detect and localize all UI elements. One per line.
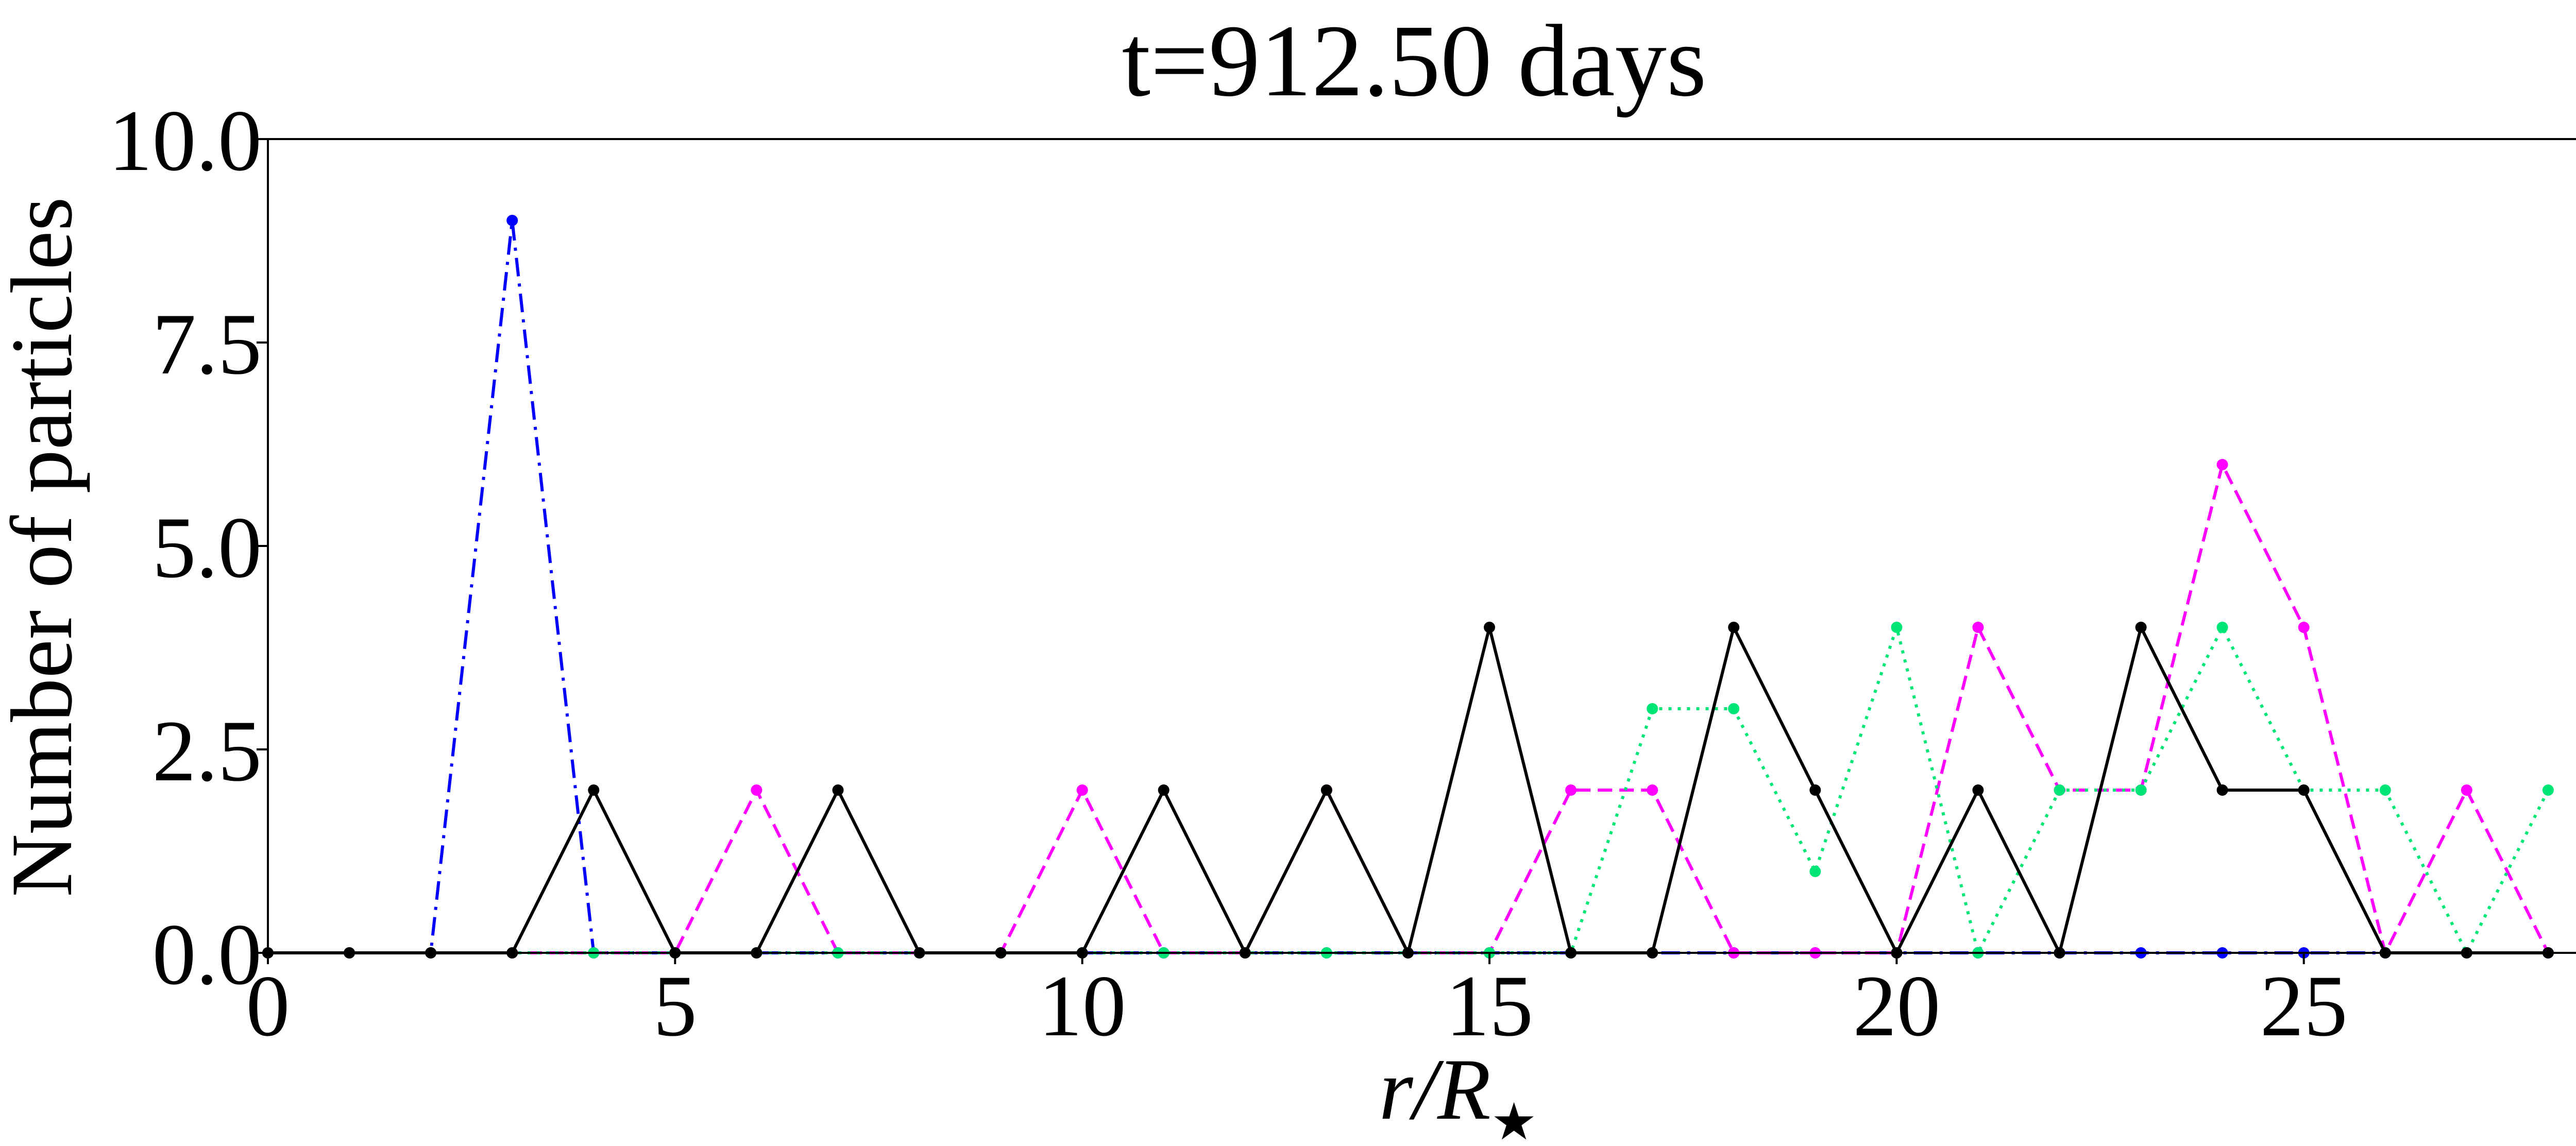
data-point-3-24 — [2216, 784, 2228, 796]
data-point-2-23 — [2135, 784, 2147, 796]
y-tick-label: 0.0 — [152, 906, 262, 1003]
data-point-2-24 — [2216, 622, 2228, 633]
x-tick-label: 20 — [1853, 957, 1940, 1054]
x-tick-label: 5 — [653, 957, 697, 1054]
y-axis-label: Number of particles — [0, 197, 90, 897]
data-point-2-22 — [2054, 784, 2065, 796]
y-tick-label: 5.0 — [152, 499, 262, 596]
plot-area — [262, 215, 2554, 959]
data-point-1-21 — [1972, 622, 1984, 633]
data-point-1-24 — [2216, 459, 2228, 470]
x-axis-label-subscript: ★ — [1491, 1093, 1537, 1146]
data-point-1-16 — [1565, 784, 1577, 796]
series-line-1 — [268, 463, 2550, 954]
x-tick-label: 10 — [1039, 957, 1126, 1054]
data-point-1-6 — [751, 784, 762, 796]
data-point-1-27 — [2461, 784, 2472, 796]
chart-title: t=912.50 days — [1122, 4, 1707, 118]
series-line-0 — [268, 219, 2548, 954]
x-tick-label: 15 — [1446, 957, 1533, 1054]
data-point-3-4 — [588, 784, 600, 796]
data-point-3-11 — [1158, 784, 1170, 796]
data-point-3-7 — [832, 784, 844, 796]
data-point-3-25 — [2298, 784, 2310, 796]
data-point-3-18 — [1728, 622, 1740, 633]
data-point-3-13 — [1320, 784, 1332, 796]
data-point-2-26 — [2379, 784, 2391, 796]
data-point-1-10 — [1076, 784, 1088, 796]
data-point-3-19 — [1809, 784, 1821, 796]
data-point-2-20 — [1891, 622, 1903, 633]
data-point-2-19 — [1809, 866, 1821, 877]
data-point-3-23 — [2135, 622, 2147, 633]
series-line-2 — [268, 626, 2550, 954]
y-axis: 0.0 2.5 5.0 7.5 10.0 — [109, 92, 268, 1003]
series-line-3 — [268, 626, 2548, 954]
data-point-2-17 — [1647, 703, 1658, 714]
data-point-3-15 — [1484, 622, 1495, 633]
x-axis: 0 5 10 15 20 25 — [246, 953, 2348, 1054]
data-point-1-17 — [1647, 784, 1658, 796]
y-tick-label: 7.5 — [152, 296, 262, 392]
x-axis-label-main: r/R — [1379, 1041, 1491, 1138]
data-point-1-25 — [2298, 622, 2310, 633]
data-point-2-18 — [1728, 703, 1740, 714]
x-axis-label: r/R★ — [1379, 1041, 1537, 1146]
x-tick-label: 25 — [2260, 957, 2348, 1054]
data-point-2-28 — [2542, 784, 2554, 796]
y-tick-label: 2.5 — [152, 703, 262, 799]
y-tick-label: 10.0 — [109, 92, 262, 189]
data-point-0-3 — [506, 215, 518, 226]
x-tick-label: 0 — [246, 957, 290, 1054]
data-point-3-21 — [1972, 784, 1984, 796]
